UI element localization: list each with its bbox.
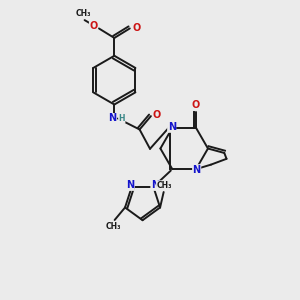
Text: CH₃: CH₃ xyxy=(157,181,172,190)
Text: N: N xyxy=(168,122,176,132)
Text: O: O xyxy=(132,23,140,33)
Text: N: N xyxy=(108,113,116,124)
Text: O: O xyxy=(153,110,161,120)
Text: H: H xyxy=(118,114,125,123)
Text: CH₃: CH₃ xyxy=(75,9,91,18)
Text: O: O xyxy=(89,21,98,32)
Text: N: N xyxy=(126,180,134,190)
Text: O: O xyxy=(192,100,200,110)
Text: N: N xyxy=(193,165,201,175)
Text: N: N xyxy=(151,180,159,190)
Text: CH₃: CH₃ xyxy=(105,222,121,231)
